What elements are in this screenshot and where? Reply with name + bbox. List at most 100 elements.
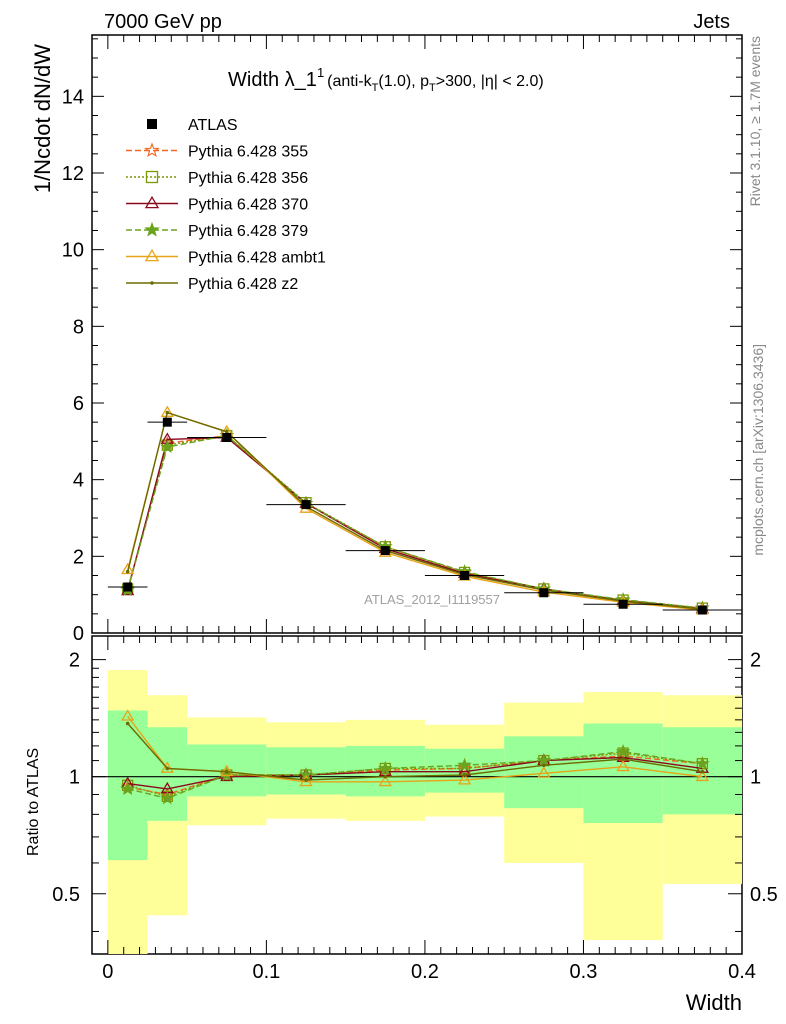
ratio-point-p379-1 [160,790,175,805]
main-ytick-label-4: 8 [73,316,84,338]
ratio-point-p355-5 [457,760,472,775]
legend-entry-p379: Pythia 6.428 379 [126,221,308,240]
ratio-point-p379-8 [695,756,710,770]
main-point-ambt1-1 [160,405,174,417]
main-axes: 0 2 4 6 8 10 12 14 [62,35,743,645]
main-line-p355 [127,434,703,609]
ratio-point-z2-1 [165,766,170,771]
title-sup: 1 [317,65,324,80]
ratio-xtick-label-0: 0 [102,961,113,983]
svg-text:Width λ_11(anti-kT(1.0), pT>30: Width λ_11(anti-kT(1.0), pT>300, |η| < 2… [228,65,544,94]
ratio-uncertainty-bands [92,670,742,954]
ratio-point-p379-4 [378,760,393,775]
main-ytick-label-3: 6 [73,393,84,415]
ratio-ytick-label-left-1: 1 [69,767,80,789]
ratio-point-p379-0 [120,781,135,796]
title-sub-t2: T [429,82,436,94]
ratio-point-z2-4 [383,774,388,779]
main-point-z2-0 [125,569,130,574]
main-series-p379 [120,427,710,615]
ratio-ytick-label-left-2: 2 [69,650,80,672]
main-series-group [107,405,742,615]
ratio-point-ambt1-8 [695,769,709,782]
ratio-point-p379-7 [615,744,631,758]
ratio-point-ambt1-5 [457,773,472,785]
ratio-xtick-label-4: 0.4 [728,961,756,983]
legend-label-p370: Pythia 6.428 370 [188,197,308,214]
ratio-series-z2 [125,721,705,782]
ratio-point-z2-2 [224,769,229,774]
main-line-p356 [127,434,703,609]
ratio-inner-band-7 [583,723,663,824]
ratio-ytick-label-right-1: 1 [750,767,761,789]
legend-label-ambt1: Pythia 6.428 ambt1 [188,250,326,267]
ratio-xtick-label-3: 0.3 [570,961,598,983]
main-line-p379 [127,434,703,609]
ratio-point-p379-6 [536,752,551,767]
ratio-point-p379-3 [298,767,314,782]
legend: ATLAS Pythia 6.428 355 Pythia 6.428 356 Pyt… [126,117,326,293]
ratio-point-ambt1-3 [299,774,313,787]
ratio-point-z2-3 [304,778,308,782]
ratio-ytick-label-right-0: 0.5 [750,884,778,906]
ratio-xtick-label-1: 0.1 [252,961,280,983]
main-point-p379-1 [160,439,175,454]
main-ylabel: 1/Ncdot dN/dW [30,44,55,193]
legend-entry-p356: Pythia 6.428 356 [126,170,308,187]
atlas-point-2 [222,433,232,442]
ratio-point-p379-5 [457,757,472,772]
legend-entry-z2: Pythia 6.428 z2 [126,276,298,293]
rivet-side-label: Rivet 3.1.10, ≥ 1.7M events [747,36,763,206]
atlas-point-5 [460,571,470,580]
ratio-inner-band-1 [147,727,188,821]
plot-title: Width λ_11(anti-kT(1.0), pT>300, |η| < 2… [228,65,544,94]
title-main: Width λ_1 [228,69,317,91]
ratio-point-z2-5 [462,773,467,777]
legend-label-p356: Pythia 6.428 356 [188,170,308,187]
atlas-point-8 [697,605,707,615]
main-series-atlas-data [107,417,742,615]
legend-marker-p355 [144,142,160,158]
ratio-point-ambt1-2 [220,764,234,777]
atlas-point-4 [380,546,390,556]
legend-entry-p370: Pythia 6.428 370 [126,195,308,214]
atlas-point-3 [301,500,311,510]
ratio-point-ambt1-1 [160,761,174,773]
mcplots-side-label: mcplots.cern.ch [arXiv:1306.3436] [750,344,766,556]
ratio-point-z2-6 [542,763,546,768]
legend-marker-data [147,119,157,129]
main-frame [91,34,743,634]
main-series-z2 [125,410,705,612]
ratio-line-p370 [127,756,703,790]
ratio-point-z2-8 [700,769,705,774]
legend-entry-p355: Pythia 6.428 355 [126,142,308,161]
header-left-label: 7000 GeV pp [104,11,222,33]
header-right-label: Jets [693,11,730,33]
title-sub-mid: (1.0), p [378,73,429,90]
legend-label-z2: Pythia 6.428 z2 [188,276,298,293]
main-series-p356 [122,429,709,614]
main-point-z2-1 [165,410,170,415]
main-series-p370 [121,430,709,614]
legend-label-p379: Pythia 6.428 379 [188,223,308,240]
legend-label-p355: Pythia 6.428 355 [188,144,308,161]
atlas-point-1 [162,417,172,427]
legend-entry-ambt1: Pythia 6.428 ambt1 [126,248,326,267]
ratio-point-z2-0 [125,721,130,726]
main-series-p355 [120,427,710,615]
legend-marker-p370 [144,195,160,209]
ratio-point-z2-7 [621,757,625,761]
main-ytick-label-6: 12 [62,163,84,185]
main-point-ambt1-0 [121,562,135,575]
ratio-xlabel: Width [686,990,742,1015]
title-sub-t: T [372,82,379,94]
atlas-point-7 [618,599,628,609]
legend-marker-z2 [150,281,154,285]
atlas-point-0 [123,582,133,592]
ratio-axes: 0 0.1 0.2 0.3 0.4 0.5 0.5 1 1 2 2 [52,636,778,983]
legend-entry-data: ATLAS [147,117,238,134]
main-line-p370 [127,436,703,610]
ratio-ylabel: Ratio to ATLAS [25,748,42,856]
analysis-watermark: ATLAS_2012_I1119557 [364,592,500,607]
